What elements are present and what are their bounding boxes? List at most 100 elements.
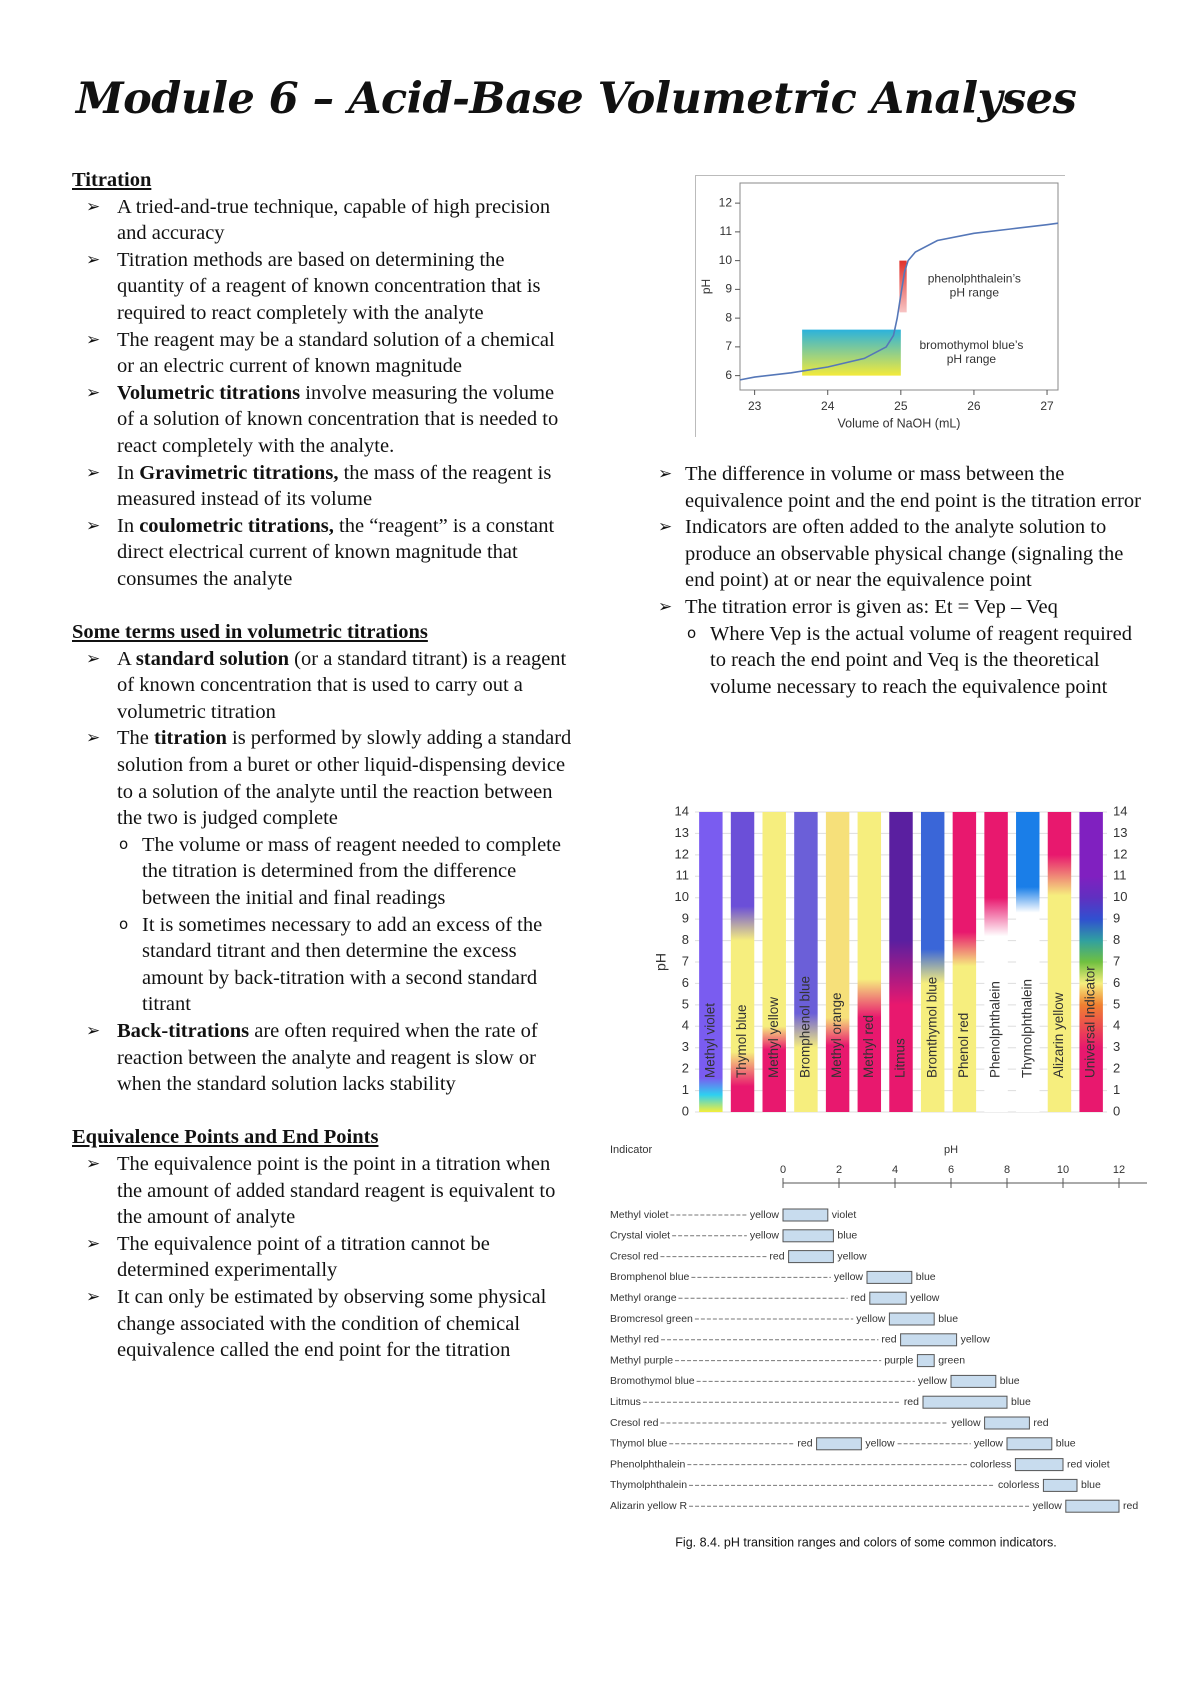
range-box — [1065, 1499, 1120, 1513]
x-tick-label: 23 — [748, 399, 762, 413]
bullet-item: The titration is performed by slowly add… — [72, 725, 572, 1018]
indicator-name: Thymol blue — [610, 1438, 667, 1450]
high-color-label: blue — [1056, 1438, 1076, 1450]
text-run: In — [117, 461, 140, 484]
indicator-name: Methyl orange — [610, 1292, 677, 1304]
indicator-name: Phenolphthalein — [610, 1458, 685, 1470]
indicator-name: Litmus — [610, 1396, 641, 1408]
bullet-item: The reagent may be a standard solution o… — [72, 327, 572, 380]
text-run: are often required when the rate of reac… — [117, 1020, 538, 1096]
bullet-list: The equivalence point is the point in a … — [72, 1151, 572, 1364]
indicator-name: Bromothymol blue — [610, 1375, 695, 1387]
y-tick-label-right: 13 — [1113, 825, 1127, 840]
indicator-name: Thymol blue — [734, 1004, 749, 1078]
bold-text: Gravimetric titrations, — [139, 461, 339, 484]
indicator-column — [857, 812, 882, 1112]
y-tick-label-right: 6 — [1113, 975, 1120, 990]
text-run: It can only be estimated by observing so… — [117, 1285, 547, 1362]
indicator-name: Phenol red — [956, 1013, 971, 1078]
bold-text: standard solution — [135, 647, 290, 670]
text-run: The reagent may be a standard solution o… — [117, 328, 555, 378]
indicator-name: Crystal violet — [610, 1230, 670, 1242]
text-run: The titration error is given as: Et = Ve… — [685, 595, 1058, 618]
y-tick-label-right: 14 — [1113, 803, 1127, 818]
text-run: A tried-and-true technique, capable of h… — [117, 195, 551, 245]
x-tick-label: 12 — [1113, 1164, 1125, 1176]
y-tick-label-right: 1 — [1113, 1082, 1120, 1097]
x-tick-label: 8 — [1004, 1164, 1010, 1176]
page-title: Module 6 – Acid-Base Volumetric Analyses — [76, 74, 1077, 124]
range-box — [900, 1333, 958, 1347]
text-run: Titration methods are based on determini… — [117, 248, 541, 324]
y-tick-label: 2 — [682, 1061, 689, 1076]
sub-item: The volume or mass of reagent needed to … — [117, 831, 572, 912]
text-run: is performed by slowly adding a standard… — [117, 727, 572, 830]
indicator-column — [920, 812, 945, 1112]
indicator-column — [1047, 812, 1072, 1112]
indicator-name: Bromcresol green — [610, 1313, 693, 1325]
bullet-item: Volumetric titrations involve measuring … — [72, 380, 572, 460]
low-color-label: purple — [884, 1354, 913, 1366]
high-color-label: green — [938, 1354, 965, 1366]
section: Some terms used in volumetric titrations… — [72, 619, 572, 1098]
y-tick-label: 6 — [682, 975, 689, 990]
low-color-label: yellow — [834, 1271, 864, 1283]
bullet-item: Back-titrations are often required when … — [72, 1018, 572, 1098]
text-run: The equivalence point of a titration can… — [117, 1232, 490, 1282]
high-color-label: yellow — [961, 1334, 991, 1346]
text-run: A — [117, 647, 136, 670]
high-color-label: blue — [1081, 1479, 1101, 1491]
indicator-column — [699, 812, 723, 1112]
y-tick-label: 12 — [719, 195, 733, 209]
range-box — [950, 1374, 997, 1388]
indicator-column — [794, 812, 818, 1112]
low-color-label: yellow — [974, 1438, 1004, 1450]
indicator-name: Methyl violet — [702, 1003, 717, 1078]
bold-text: titration — [154, 727, 227, 750]
sub-list: The volume or mass of reagent needed to … — [117, 831, 572, 1018]
x-tick-label: 27 — [1040, 399, 1054, 413]
indicator-name: Cresol red — [610, 1250, 659, 1262]
x-tick-label: 10 — [1057, 1164, 1069, 1176]
section: Titration A tried-and-true technique, cap… — [72, 167, 572, 593]
y-tick-label: 6 — [725, 368, 732, 382]
x-tick-label: 0 — [780, 1164, 786, 1176]
text-run: (or a standard titrant) is a reagent of … — [117, 647, 567, 723]
bold-text: Volumetric titrations — [117, 381, 301, 404]
high-color-label: blue — [1011, 1396, 1031, 1408]
y-tick-label-right: 3 — [1113, 1039, 1120, 1054]
indicator-name: Thymolphthalein — [610, 1479, 687, 1491]
x-tick-label: 26 — [967, 399, 981, 413]
indicator-name: Methyl red — [610, 1334, 659, 1346]
range-box — [984, 1416, 1030, 1430]
high-color-label: violet — [832, 1209, 857, 1221]
y-tick-label: 7 — [682, 953, 689, 968]
range-box — [916, 1354, 935, 1368]
y-tick-label: 10 — [675, 889, 689, 904]
curve — [739, 222, 1059, 381]
y-tick-label-right: 8 — [1113, 932, 1120, 947]
bold-text: Back-titrations — [117, 1020, 250, 1042]
high-color-label: yellow — [910, 1292, 940, 1304]
indicator-name: Phenolphthalein — [988, 981, 1003, 1078]
y-axis-label: pH — [699, 279, 713, 294]
range-label: pH range — [947, 352, 997, 366]
indicator-name: Methyl violet — [610, 1209, 668, 1221]
range-box — [922, 1395, 1008, 1409]
high-color-label: blue — [837, 1230, 857, 1242]
indicator-name: Litmus — [893, 1038, 908, 1078]
x-tick-label: 4 — [892, 1164, 898, 1176]
range-box — [869, 1291, 907, 1305]
text-run: the mass of the reagent is measured inst… — [117, 461, 552, 511]
y-tick-label: 4 — [682, 1018, 689, 1033]
low-color-label: yellow — [918, 1375, 948, 1387]
high-color-label: yellow — [865, 1438, 895, 1450]
range-box — [899, 260, 907, 313]
y-tick-label: 8 — [682, 932, 689, 947]
bullet-item: The equivalence point is the point in a … — [72, 1151, 572, 1231]
indicator-column — [1016, 812, 1040, 1112]
indicator-name: Bromphenol blue — [610, 1271, 690, 1283]
high-color-label: red — [1033, 1417, 1048, 1429]
